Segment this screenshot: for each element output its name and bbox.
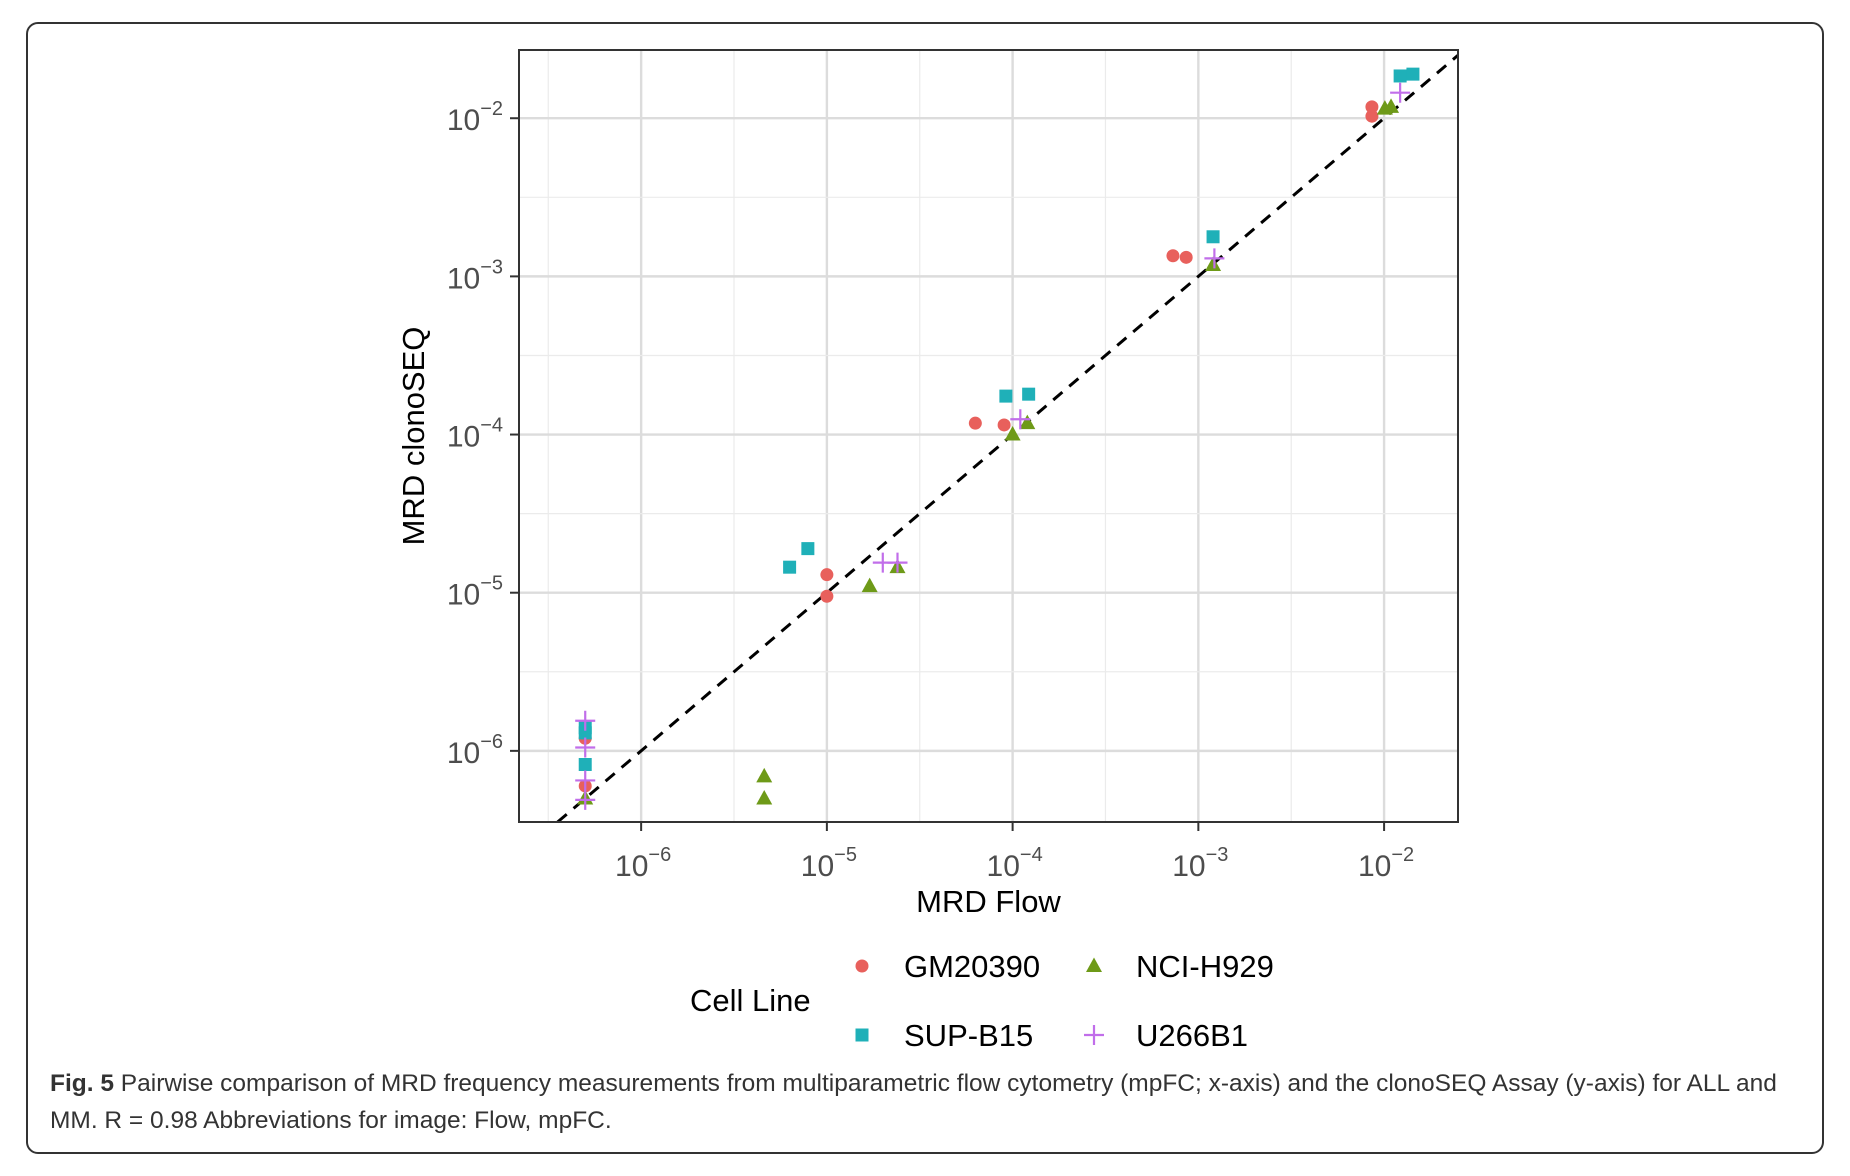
- series-gm20390: [578, 100, 1379, 793]
- legend-key-triangle: [1086, 957, 1102, 972]
- caption-label: Fig. 5: [50, 1070, 114, 1097]
- data-point-gm20390: [997, 418, 1011, 432]
- legend-item-nci-h929: NCI-H929: [1086, 949, 1274, 984]
- y-tick-label: 10−3: [447, 256, 503, 295]
- data-point-u266b1: [575, 770, 596, 791]
- x-tick-label: 10−3: [1172, 844, 1228, 883]
- data-point-u266b1: [1390, 82, 1411, 103]
- x-tick-exponent: −2: [1391, 844, 1414, 866]
- grid: [519, 50, 1458, 822]
- data-point-sup-b15: [1022, 387, 1036, 401]
- figure-caption: Fig. 5 Pairwise comparison of MRD freque…: [50, 1065, 1810, 1139]
- caption-text: Pairwise comparison of MRD frequency mea…: [50, 1070, 1777, 1134]
- legend-label: GM20390: [904, 949, 1040, 984]
- plot-panel-border: [518, 49, 1459, 823]
- data-point-gm20390: [1365, 109, 1379, 123]
- y-tick-exponent: −6: [480, 731, 503, 753]
- data-point-nci-h929: [756, 767, 773, 783]
- data-point-nci-h929: [1205, 256, 1222, 272]
- x-axis-title: MRD Flow: [916, 884, 1061, 919]
- series-sup-b15: [578, 67, 1420, 771]
- data-point-u266b1: [575, 737, 596, 758]
- data-point-sup-b15: [783, 560, 797, 574]
- data-point-gm20390: [1179, 250, 1193, 264]
- y-tick-base: 10: [447, 579, 480, 612]
- x-tick-label: 10−4: [987, 844, 1043, 883]
- y-tick-label: 10−2: [447, 98, 503, 137]
- y-tick-exponent: −4: [480, 415, 503, 437]
- legend-item-sup-b15: SUP-B15: [855, 1018, 1033, 1053]
- data-point-gm20390: [1166, 249, 1180, 263]
- x-tick-exponent: −4: [1020, 844, 1043, 866]
- data-point-gm20390: [820, 589, 834, 603]
- x-tick-label: 10−2: [1358, 844, 1414, 883]
- data-point-sup-b15: [1406, 67, 1420, 81]
- y-tick-base: 10: [447, 421, 480, 454]
- series-u266b1: [575, 82, 1411, 810]
- x-tick-exponent: −5: [834, 844, 857, 866]
- data-point-nci-h929: [1383, 98, 1400, 113]
- x-tick-exponent: −3: [1206, 844, 1229, 866]
- legend-key-square: [855, 1028, 869, 1042]
- data-point-u266b1: [1010, 409, 1031, 430]
- legend-key-circle: [855, 959, 869, 973]
- data-point-sup-b15: [1393, 69, 1407, 83]
- data-point-u266b1: [575, 710, 596, 731]
- legend-item-gm20390: GM20390: [855, 949, 1040, 984]
- x-tick-exponent: −6: [648, 844, 671, 866]
- y-tick-label: 10−6: [447, 731, 503, 770]
- data-point-sup-b15: [999, 389, 1013, 403]
- legend-label: NCI-H929: [1136, 949, 1274, 984]
- y-tick-exponent: −5: [480, 573, 503, 595]
- series-nci-h929: [577, 98, 1400, 805]
- data-point-sup-b15: [578, 757, 592, 771]
- data-point-nci-h929: [756, 789, 773, 805]
- y-tick-base: 10: [447, 737, 480, 770]
- data-point-nci-h929: [861, 577, 878, 593]
- y-tick-exponent: −2: [480, 98, 503, 120]
- x-tick-label: 10−5: [801, 844, 857, 883]
- data-point-sup-b15: [578, 726, 592, 740]
- data-point-nci-h929: [1019, 414, 1036, 430]
- data-point-gm20390: [820, 568, 834, 582]
- data-point-nci-h929: [1004, 426, 1021, 441]
- legend: GM20390 NCI-H929 SUP-B15 U266B1: [855, 949, 1274, 1053]
- data-point-sup-b15: [801, 542, 815, 556]
- legend-label: SUP-B15: [904, 1018, 1033, 1053]
- legend-item-u266b1: U266B1: [1084, 1018, 1248, 1053]
- data-points: [575, 67, 1420, 810]
- data-point-u266b1: [575, 789, 596, 810]
- data-point-sup-b15: [1206, 230, 1220, 244]
- y-tick-base: 10: [447, 262, 480, 295]
- data-point-gm20390: [968, 416, 982, 430]
- y-tick-exponent: −3: [480, 256, 503, 278]
- legend-key-plus: [1084, 1025, 1104, 1045]
- legend-title: Cell Line: [690, 983, 811, 1018]
- legend-label: U266B1: [1136, 1018, 1248, 1053]
- data-point-gm20390: [1365, 100, 1379, 114]
- y-tick-label: 10−5: [447, 573, 503, 612]
- scatter-chart: 10−6 10−5 10−4 10−3 10−210−610−510−410−310−2…: [396, 49, 1459, 1053]
- data-point-u266b1: [887, 552, 908, 573]
- figure-frame: [26, 22, 1824, 1154]
- y-axis-title: MRD clonoSEQ: [396, 327, 431, 546]
- data-point-u266b1: [1204, 248, 1225, 269]
- x-tick-label: 10−6: [615, 844, 671, 883]
- y-tick-label: 10−4: [447, 415, 503, 454]
- y-tick-base: 10: [447, 104, 480, 137]
